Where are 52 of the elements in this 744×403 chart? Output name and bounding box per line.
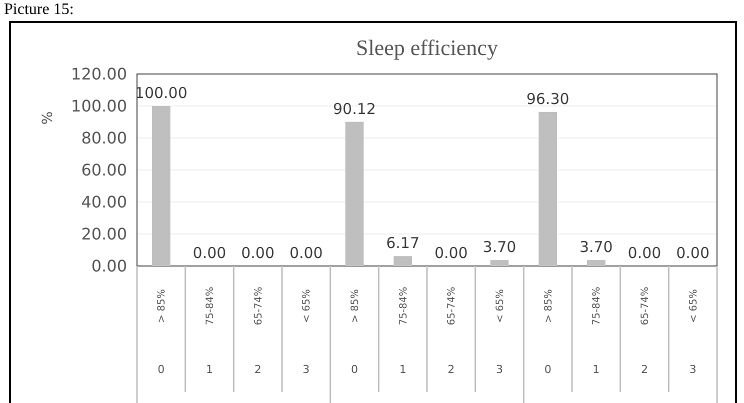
x-tick-label: < 65% bbox=[688, 289, 700, 323]
data-label: 0.00 bbox=[628, 244, 662, 262]
x-tick-label: < 65% bbox=[495, 289, 506, 323]
y-tick-label: 60.00 bbox=[81, 160, 127, 180]
text: 3 bbox=[496, 363, 503, 376]
bar bbox=[538, 112, 558, 266]
text: 2 bbox=[641, 363, 648, 376]
y-tick-label: 40.00 bbox=[81, 192, 127, 212]
bar bbox=[490, 260, 509, 266]
y-tick-label: 120.00 bbox=[71, 64, 127, 84]
data-label: 96.30 bbox=[526, 90, 570, 108]
y-tick-label: 0.00 bbox=[91, 256, 127, 276]
bar bbox=[586, 260, 606, 266]
bar bbox=[394, 256, 412, 266]
text: 3 bbox=[689, 363, 696, 376]
text: 1 bbox=[592, 363, 600, 376]
y-tick-label: 20.00 bbox=[81, 224, 127, 244]
data-label: 3.70 bbox=[579, 238, 613, 256]
data-label: 90.12 bbox=[333, 100, 376, 118]
data-label: 100.00 bbox=[134, 84, 188, 102]
x-tick-label: < 65% bbox=[302, 289, 313, 323]
x-tick-label: 65-74% bbox=[446, 286, 458, 326]
chart-title: Sleep efficiency bbox=[356, 35, 498, 60]
text: Picture 15: bbox=[4, 1, 74, 18]
data-label: 0.00 bbox=[192, 244, 226, 262]
x-tick-label: 75-84% bbox=[592, 286, 603, 326]
data-label: 6.17 bbox=[386, 234, 420, 252]
text: 2 bbox=[254, 363, 262, 376]
text: 0 bbox=[158, 363, 165, 376]
x-tick-label: 65-74% bbox=[253, 286, 264, 326]
x-tick-label: > 85% bbox=[156, 289, 168, 323]
x-tick-label: > 85% bbox=[350, 289, 361, 323]
data-label: 3.70 bbox=[482, 238, 516, 256]
bar bbox=[345, 122, 364, 266]
x-tick-label: 75-84% bbox=[398, 286, 410, 326]
bar bbox=[152, 106, 170, 266]
data-label: 0.00 bbox=[289, 244, 323, 262]
text: 1 bbox=[206, 363, 213, 376]
text: 2 bbox=[448, 363, 455, 376]
text: 3 bbox=[302, 363, 310, 376]
x-tick-label: 65-74% bbox=[640, 286, 651, 326]
text: 0 bbox=[544, 363, 552, 376]
data-label: 0.00 bbox=[434, 244, 468, 262]
data-label: 0.00 bbox=[676, 244, 710, 262]
data-label: 0.00 bbox=[241, 244, 275, 262]
x-tick-label: > 85% bbox=[543, 289, 554, 323]
y-tick-label: 80.00 bbox=[81, 128, 127, 148]
text: 0 bbox=[351, 363, 358, 376]
text: 1 bbox=[399, 363, 406, 376]
y-axis-title: % bbox=[40, 111, 56, 125]
x-tick-label: 75-84% bbox=[205, 286, 216, 326]
y-tick-label: 100.00 bbox=[71, 96, 127, 116]
